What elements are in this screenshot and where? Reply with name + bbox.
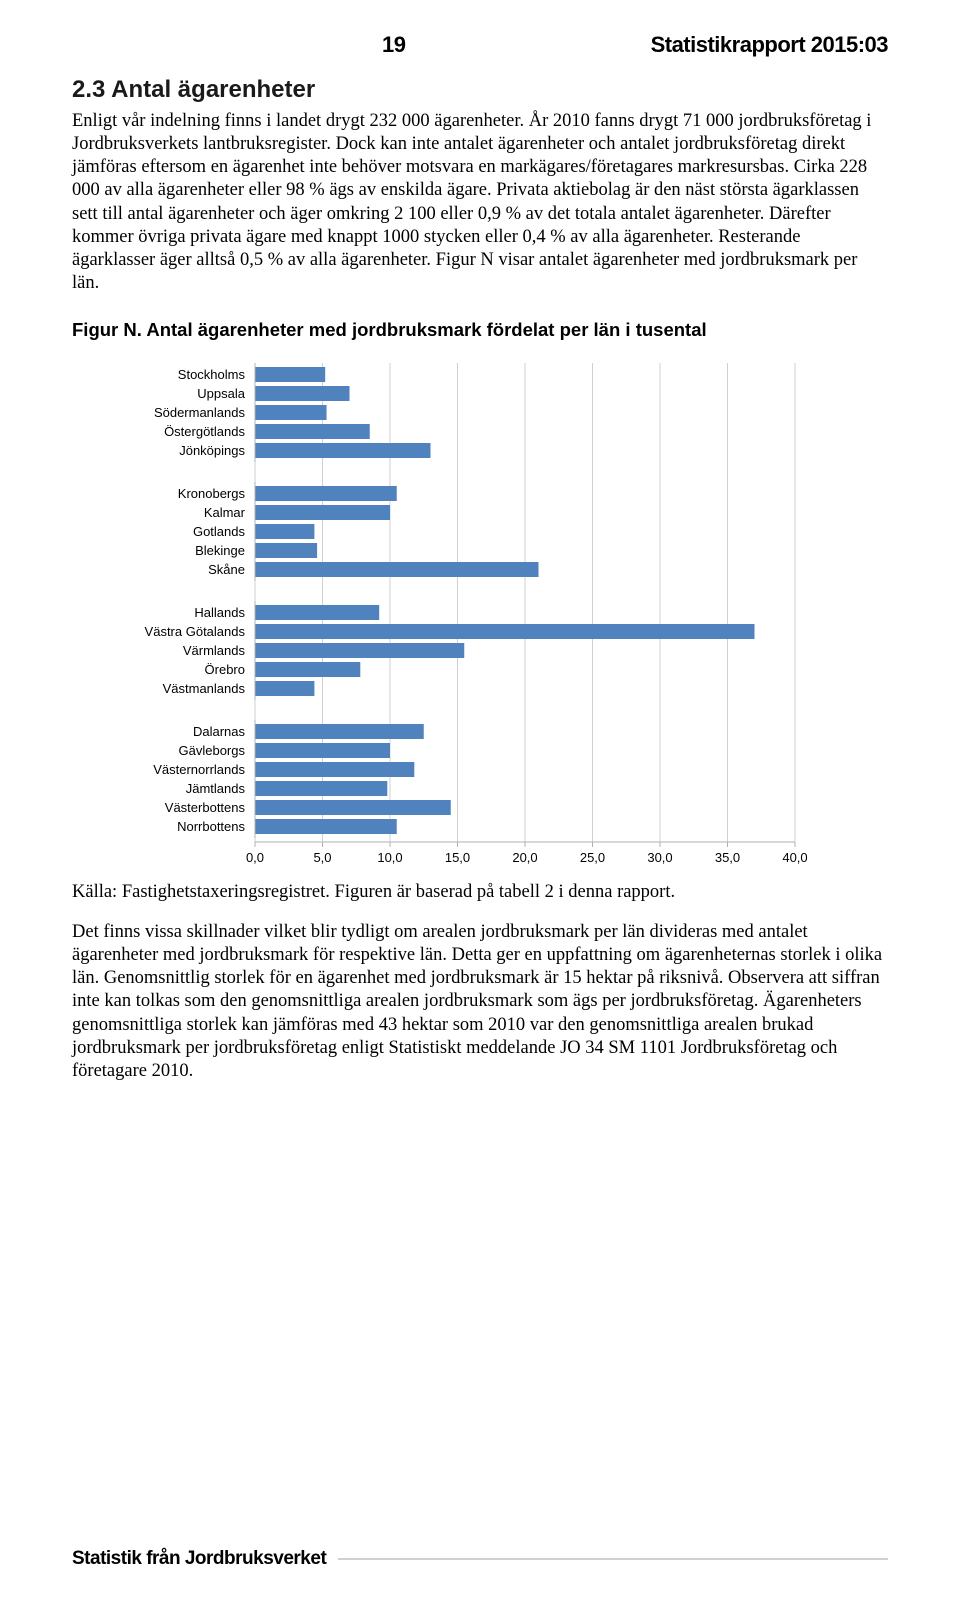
svg-text:Södermanlands: Södermanlands bbox=[154, 405, 246, 420]
svg-text:Uppsala: Uppsala bbox=[197, 386, 245, 401]
figure-source: Källa: Fastighetstaxeringsregistret. Fig… bbox=[72, 882, 888, 903]
page-number: 19 bbox=[382, 32, 405, 58]
svg-text:Gävleborgs: Gävleborgs bbox=[179, 743, 246, 758]
svg-text:Västerbottens: Västerbottens bbox=[165, 800, 246, 815]
svg-text:Västernorrlands: Västernorrlands bbox=[153, 762, 245, 777]
figure-title: Figur N. Antal ägarenheter med jordbruks… bbox=[72, 319, 888, 341]
svg-text:Örebro: Örebro bbox=[205, 662, 245, 677]
footer-rule bbox=[338, 1558, 888, 1560]
page: 19 Statistikrapport 2015:03 2.3 Antal äg… bbox=[0, 0, 960, 1606]
svg-text:0,0: 0,0 bbox=[246, 850, 264, 865]
svg-text:5,0: 5,0 bbox=[313, 850, 331, 865]
svg-text:Värmlands: Värmlands bbox=[183, 643, 246, 658]
svg-text:Kronobergs: Kronobergs bbox=[178, 486, 246, 501]
svg-text:Gotlands: Gotlands bbox=[193, 524, 246, 539]
section-paragraph-1: Enligt vår indelning finns i landet dryg… bbox=[72, 110, 888, 295]
svg-text:Jämtlands: Jämtlands bbox=[186, 781, 246, 796]
report-name: Statistikrapport 2015:03 bbox=[651, 32, 888, 58]
svg-text:10,0: 10,0 bbox=[377, 850, 402, 865]
svg-text:Jönköpings: Jönköpings bbox=[179, 443, 245, 458]
svg-text:35,0: 35,0 bbox=[715, 850, 740, 865]
svg-text:Skåne: Skåne bbox=[208, 562, 245, 577]
chart-container: 0,0 5,0 10,0 15,0 20,0 25,0 30,0 35,0 40,0 Stockh… bbox=[100, 355, 810, 876]
svg-text:40,0: 40,0 bbox=[782, 850, 807, 865]
svg-text:30,0: 30,0 bbox=[647, 850, 672, 865]
svg-text:15,0: 15,0 bbox=[445, 850, 470, 865]
post-paragraph: Det finns vissa skillnader vilket blir t… bbox=[72, 921, 888, 1083]
svg-text:25,0: 25,0 bbox=[580, 850, 605, 865]
footer-text: Statistik från Jordbruksverket bbox=[72, 1548, 326, 1570]
svg-text:Västra Götalands: Västra Götalands bbox=[145, 624, 246, 639]
svg-text:Kalmar: Kalmar bbox=[204, 505, 246, 520]
svg-text:Östergötlands: Östergötlands bbox=[164, 424, 245, 439]
svg-text:Hallands: Hallands bbox=[194, 605, 245, 620]
section-heading: 2.3 Antal ägarenheter bbox=[72, 76, 888, 104]
svg-text:20,0: 20,0 bbox=[512, 850, 537, 865]
page-footer: Statistik från Jordbruksverket bbox=[72, 1548, 888, 1570]
svg-text:Blekinge: Blekinge bbox=[195, 543, 245, 558]
page-header: 19 Statistikrapport 2015:03 bbox=[72, 32, 888, 58]
bar-chart: 0,0 5,0 10,0 15,0 20,0 25,0 30,0 35,0 40,0 Stockh… bbox=[100, 355, 809, 876]
svg-text:Dalarnas: Dalarnas bbox=[193, 724, 246, 739]
svg-text:Västmanlands: Västmanlands bbox=[163, 681, 246, 696]
svg-text:Stockholms: Stockholms bbox=[178, 367, 246, 382]
svg-text:Norrbottens: Norrbottens bbox=[177, 819, 245, 834]
